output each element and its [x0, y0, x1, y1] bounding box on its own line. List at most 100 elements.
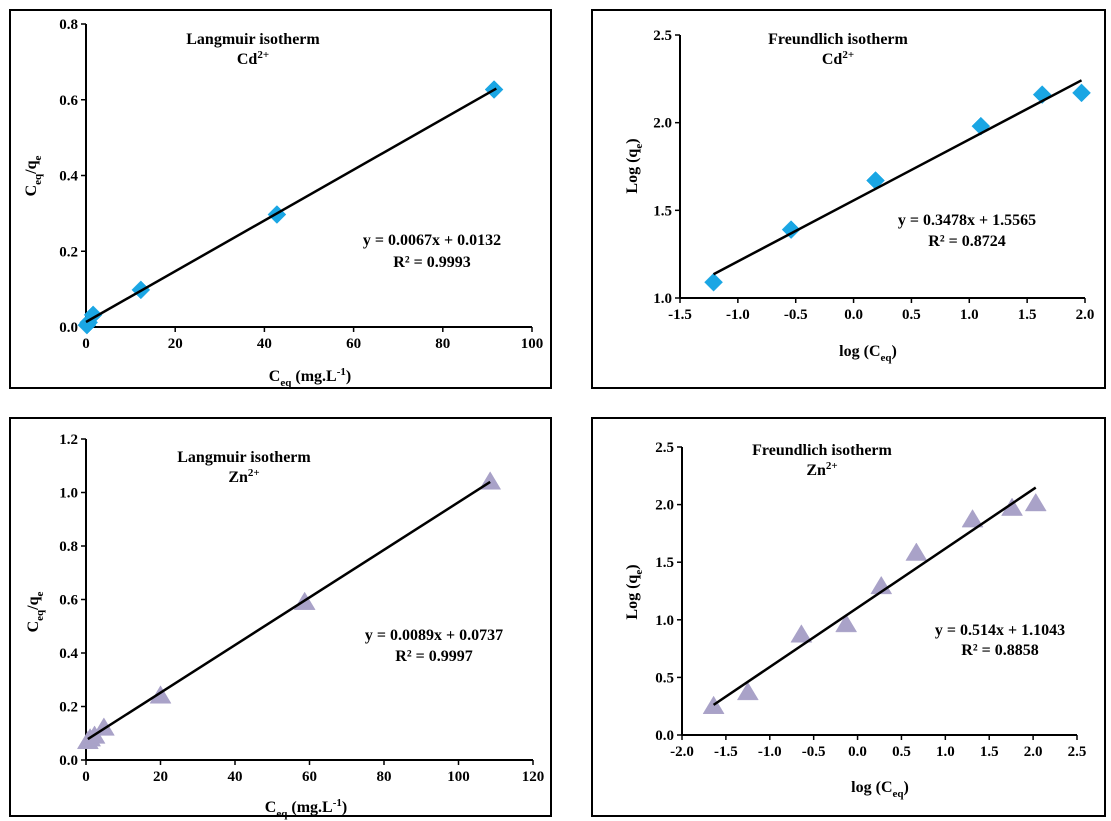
x-tick-label: 2.5	[1068, 744, 1087, 760]
x-axis-label: log (Ceq)	[851, 779, 909, 800]
x-tick-label: 2.0	[1024, 744, 1043, 760]
data-point	[835, 613, 858, 633]
y-tick-label: 1.2	[59, 432, 78, 448]
y-tick-label: 0.2	[59, 244, 78, 260]
x-tick-label: 40	[257, 336, 272, 352]
chart-title: Freundlich isotherm	[752, 442, 892, 459]
y-axis-label: Ceq/qe	[23, 155, 44, 196]
x-tick-label: 80	[435, 336, 450, 352]
chart-title: Langmuir isotherm	[186, 31, 320, 48]
linear-fit-line	[712, 486, 1037, 706]
y-tick-label: 2.5	[653, 28, 672, 44]
data-point	[704, 272, 723, 292]
x-tick-label: -0.5	[802, 744, 826, 760]
x-tick-label: 100	[447, 769, 470, 785]
x-tick-label: 0.5	[902, 307, 921, 323]
data-point	[1072, 83, 1091, 103]
y-tick-label: 0.6	[59, 93, 78, 109]
chart-title: Langmuir isotherm	[177, 449, 311, 466]
y-tick-label: 1.5	[653, 203, 672, 219]
x-tick-label: -1.5	[668, 307, 692, 323]
x-axis-label: Ceq (mg.L-1)	[269, 366, 351, 389]
y-tick-label: 0.0	[59, 753, 78, 769]
chart-frame	[9, 9, 552, 389]
x-tick-label: 0	[82, 336, 90, 352]
fit-equation: y = 0.3478x + 1.5565	[898, 212, 1036, 229]
x-tick-label: -1.0	[726, 307, 750, 323]
data-point	[736, 681, 759, 701]
data-point	[702, 695, 725, 714]
y-tick-label: 1.0	[59, 486, 78, 502]
x-tick-label: 60	[302, 769, 317, 785]
y-tick-label: 2.5	[655, 440, 674, 456]
langmuir-zn-chart: Langmuir isotherm Zn2+ y = 0.0089x + 0.0…	[9, 417, 552, 820]
x-tick-label: 120	[522, 769, 545, 785]
x-tick-label: 0.0	[848, 744, 867, 760]
y-tick-label: 0.2	[59, 700, 78, 716]
y-tick-label: 0.8	[59, 539, 78, 555]
data-point	[781, 220, 801, 239]
y-tick-label: 0.6	[59, 593, 78, 609]
y-tick-label: 0.0	[655, 728, 674, 744]
chart-title: Freundlich isotherm	[768, 31, 908, 48]
data-point	[905, 542, 928, 561]
chart-frame	[591, 9, 1106, 389]
linear-fit-line	[712, 79, 1083, 276]
x-tick-label: 2.0	[1076, 307, 1095, 323]
y-tick-label: 1.0	[653, 291, 672, 307]
chart-subtitle: Zn2+	[806, 460, 837, 479]
x-tick-label: 20	[153, 769, 168, 785]
freundlich-cd-chart: Freundlich isotherm Cd2+ y = 0.3478x + 1…	[591, 9, 1106, 389]
x-tick-label: 0	[82, 769, 90, 785]
x-tick-label: -1.0	[758, 744, 782, 760]
chart-frame	[591, 417, 1106, 817]
x-tick-label: 1.0	[936, 744, 955, 760]
data-point	[971, 116, 991, 136]
x-axis-label: log (Ceq)	[839, 343, 897, 364]
data-point	[961, 509, 984, 528]
x-tick-label: 20	[168, 336, 183, 352]
chart-subtitle: Zn2+	[228, 467, 259, 486]
x-axis-label: Ceq (mg.L-1)	[265, 797, 347, 820]
y-tick-label: 0.4	[59, 646, 78, 662]
fit-r-squared: R² = 0.8724	[928, 233, 1005, 250]
linear-fit-line	[87, 480, 491, 741]
chart-frame	[9, 417, 552, 817]
x-tick-label: 1.0	[960, 307, 979, 323]
x-tick-label: -2.0	[670, 744, 694, 760]
y-axis-label: Log (qe)	[624, 138, 645, 193]
x-tick-label: 80	[377, 769, 392, 785]
chart-subtitle: Cd2+	[237, 49, 269, 68]
y-tick-label: 0.5	[655, 670, 674, 686]
data-point	[790, 624, 813, 643]
x-tick-label: 0.5	[892, 744, 911, 760]
x-tick-label: 60	[346, 336, 361, 352]
fit-equation: y = 0.0067x + 0.0132	[363, 232, 501, 249]
y-tick-label: 1.5	[655, 555, 674, 571]
x-tick-label: 100	[521, 336, 544, 352]
linear-fit-line	[85, 87, 497, 324]
y-tick-label: 0.4	[59, 169, 78, 185]
data-point	[1001, 497, 1023, 516]
y-tick-label: 0.0	[59, 320, 78, 336]
y-axis-label: Log (qe)	[624, 564, 645, 619]
x-tick-label: -0.5	[784, 307, 808, 323]
y-tick-label: 1.0	[655, 613, 674, 629]
x-tick-label: 1.5	[980, 744, 999, 760]
fit-equation: y = 0.514x + 1.1043	[935, 622, 1065, 639]
fit-r-squared: R² = 0.9997	[395, 648, 472, 665]
y-tick-label: 0.8	[59, 17, 78, 33]
data-point	[1024, 492, 1047, 512]
chart-subtitle: Cd2+	[822, 49, 854, 68]
x-tick-label: 1.5	[1018, 307, 1037, 323]
y-tick-label: 2.0	[655, 498, 674, 514]
y-tick-label: 2.0	[653, 116, 672, 132]
freundlich-zn-chart: Freundlich isotherm Zn2+ y = 0.514x + 1.…	[591, 417, 1106, 817]
fit-equation: y = 0.0089x + 0.0737	[365, 627, 503, 644]
fit-r-squared: R² = 0.9993	[393, 254, 470, 271]
fit-r-squared: R² = 0.8858	[961, 642, 1038, 659]
x-tick-label: 40	[228, 769, 243, 785]
x-tick-label: 0.0	[844, 307, 863, 323]
y-axis-label: Ceq/qe	[25, 591, 46, 632]
